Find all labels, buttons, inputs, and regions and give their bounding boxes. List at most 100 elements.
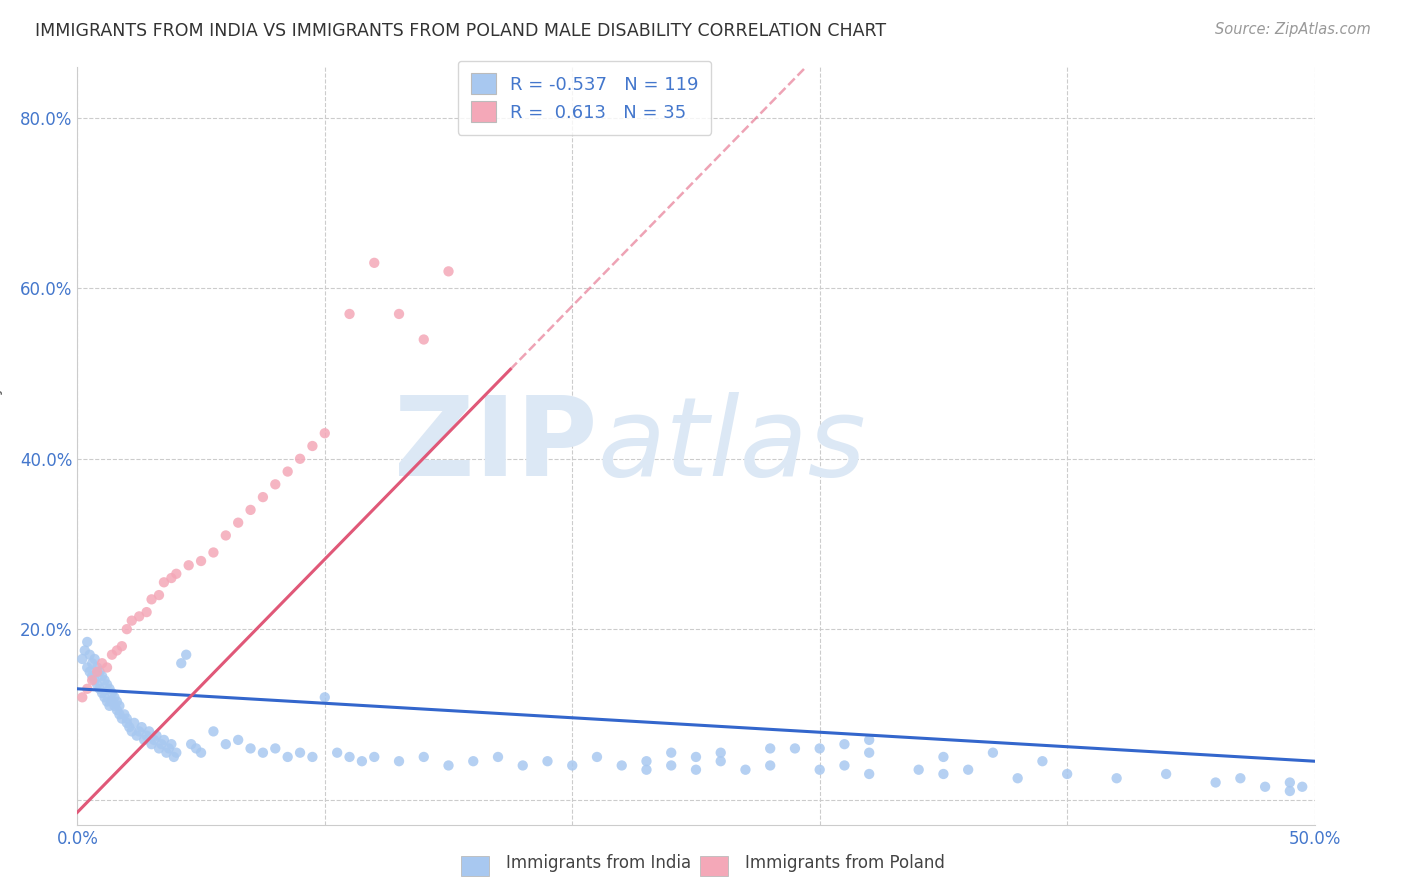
Point: [759, 758, 782, 772]
Point: [177, 558, 200, 573]
Point: [91, 669, 114, 683]
Point: [437, 758, 460, 772]
Point: [72, 652, 94, 666]
Point: [86, 665, 108, 679]
Point: [96, 660, 118, 674]
Point: [759, 741, 782, 756]
Point: [190, 554, 212, 568]
Point: [388, 307, 411, 321]
Point: [512, 758, 534, 772]
Point: [301, 439, 323, 453]
Point: [103, 698, 125, 713]
Point: [122, 715, 145, 730]
Point: [121, 614, 143, 628]
Point: [710, 746, 733, 760]
Point: [363, 256, 385, 270]
Point: [160, 737, 183, 751]
Point: [143, 732, 166, 747]
Point: [586, 750, 609, 764]
Point: [93, 673, 115, 688]
Point: [112, 707, 135, 722]
Point: [125, 729, 148, 743]
Point: [1229, 771, 1251, 785]
Point: [73, 643, 96, 657]
Point: [363, 750, 385, 764]
Point: [101, 695, 124, 709]
Point: [165, 566, 187, 581]
Text: IMMIGRANTS FROM INDIA VS IMMIGRANTS FROM POLAND MALE DISABILITY CORRELATION CHAR: IMMIGRANTS FROM INDIA VS IMMIGRANTS FROM…: [35, 22, 886, 40]
Point: [135, 605, 157, 619]
Text: ZIP: ZIP: [394, 392, 598, 500]
Point: [288, 451, 311, 466]
Point: [981, 746, 1004, 760]
Point: [1056, 767, 1078, 781]
Point: [350, 754, 373, 768]
Y-axis label: Male Disability: Male Disability: [0, 385, 3, 507]
Point: [148, 741, 170, 756]
Point: [636, 754, 658, 768]
Point: [636, 763, 658, 777]
Point: [932, 750, 955, 764]
Point: [264, 741, 287, 756]
Point: [1278, 784, 1301, 798]
Point: [105, 643, 128, 657]
Point: [486, 750, 509, 764]
Point: [79, 665, 101, 679]
Point: [463, 754, 485, 768]
Point: [957, 763, 980, 777]
Point: [239, 503, 262, 517]
Point: [858, 732, 880, 747]
Point: [76, 681, 98, 696]
Point: [339, 307, 361, 321]
Point: [111, 712, 134, 726]
Point: [105, 703, 128, 717]
Point: [1291, 780, 1313, 794]
Point: [1254, 780, 1277, 794]
Point: [89, 681, 111, 696]
Point: [536, 754, 558, 768]
Point: [326, 746, 349, 760]
Point: [111, 639, 134, 653]
Point: [101, 686, 124, 700]
Point: [277, 465, 299, 479]
Point: [734, 763, 756, 777]
Point: [437, 264, 460, 278]
Point: [339, 750, 361, 764]
Point: [165, 746, 187, 760]
Point: [226, 516, 249, 530]
Point: [98, 698, 121, 713]
Point: [79, 648, 101, 662]
Point: [239, 741, 262, 756]
Point: [932, 767, 955, 781]
Point: [141, 592, 163, 607]
Point: [252, 490, 274, 504]
Point: [101, 648, 124, 662]
Point: [314, 690, 336, 705]
Point: [108, 707, 131, 722]
Point: [202, 724, 225, 739]
Text: atlas: atlas: [598, 392, 866, 500]
Point: [150, 737, 173, 751]
Point: [659, 758, 682, 772]
Point: [1154, 767, 1177, 781]
Point: [76, 660, 98, 674]
Point: [1007, 771, 1029, 785]
Point: [1278, 775, 1301, 789]
Point: [131, 720, 153, 734]
Point: [202, 545, 225, 559]
Point: [685, 763, 707, 777]
Point: [155, 746, 177, 760]
Point: [163, 750, 186, 764]
Point: [388, 754, 411, 768]
Point: [138, 724, 160, 739]
Point: [215, 737, 238, 751]
Point: [72, 690, 94, 705]
Point: [301, 750, 323, 764]
Point: [412, 333, 434, 347]
Point: [98, 681, 121, 696]
Point: [170, 657, 193, 671]
Point: [103, 690, 125, 705]
Point: [82, 673, 104, 688]
Text: Source: ZipAtlas.com: Source: ZipAtlas.com: [1215, 22, 1371, 37]
Point: [83, 673, 105, 688]
